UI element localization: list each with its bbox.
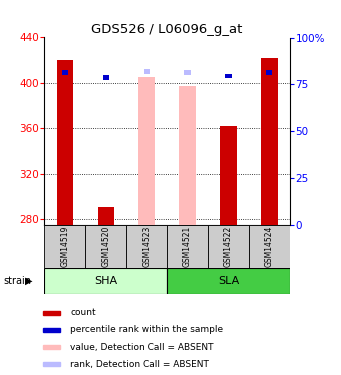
Bar (179, 86, 196, 225)
Bar (208, 225, 249, 268)
Bar (225, 74, 232, 78)
Bar (261, 58, 278, 225)
Bar (167, 268, 290, 294)
Bar (167, 225, 208, 268)
Bar (184, 70, 191, 75)
Bar (126, 225, 167, 268)
Text: percentile rank within the sample: percentile rank within the sample (70, 326, 223, 334)
Text: strain: strain (3, 276, 31, 286)
Bar (44, 268, 167, 294)
Text: GSM14522: GSM14522 (224, 226, 233, 267)
Bar (249, 225, 290, 268)
Text: GSM14524: GSM14524 (265, 226, 274, 267)
Text: rank, Detection Call = ABSENT: rank, Detection Call = ABSENT (70, 360, 209, 369)
Text: GSM14519: GSM14519 (60, 226, 69, 267)
Bar (144, 69, 150, 74)
Text: GSM14521: GSM14521 (183, 226, 192, 267)
Bar (43, 362, 60, 366)
Bar (62, 70, 68, 75)
Text: value, Detection Call = ABSENT: value, Detection Call = ABSENT (70, 342, 213, 351)
Text: SHA: SHA (94, 276, 117, 286)
Text: ▶: ▶ (25, 276, 33, 286)
Bar (85, 225, 126, 268)
Bar (43, 328, 60, 332)
Bar (103, 75, 109, 80)
Bar (138, 77, 155, 225)
Text: count: count (70, 308, 96, 317)
Text: GSM14520: GSM14520 (101, 226, 110, 267)
Bar (43, 345, 60, 349)
Bar (44, 225, 85, 268)
Bar (220, 126, 237, 225)
Bar (57, 60, 73, 225)
Text: GSM14523: GSM14523 (142, 226, 151, 267)
Text: SLA: SLA (218, 276, 239, 286)
Title: GDS526 / L06096_g_at: GDS526 / L06096_g_at (91, 23, 243, 36)
Bar (98, 207, 114, 225)
Bar (43, 311, 60, 315)
Bar (266, 70, 272, 75)
